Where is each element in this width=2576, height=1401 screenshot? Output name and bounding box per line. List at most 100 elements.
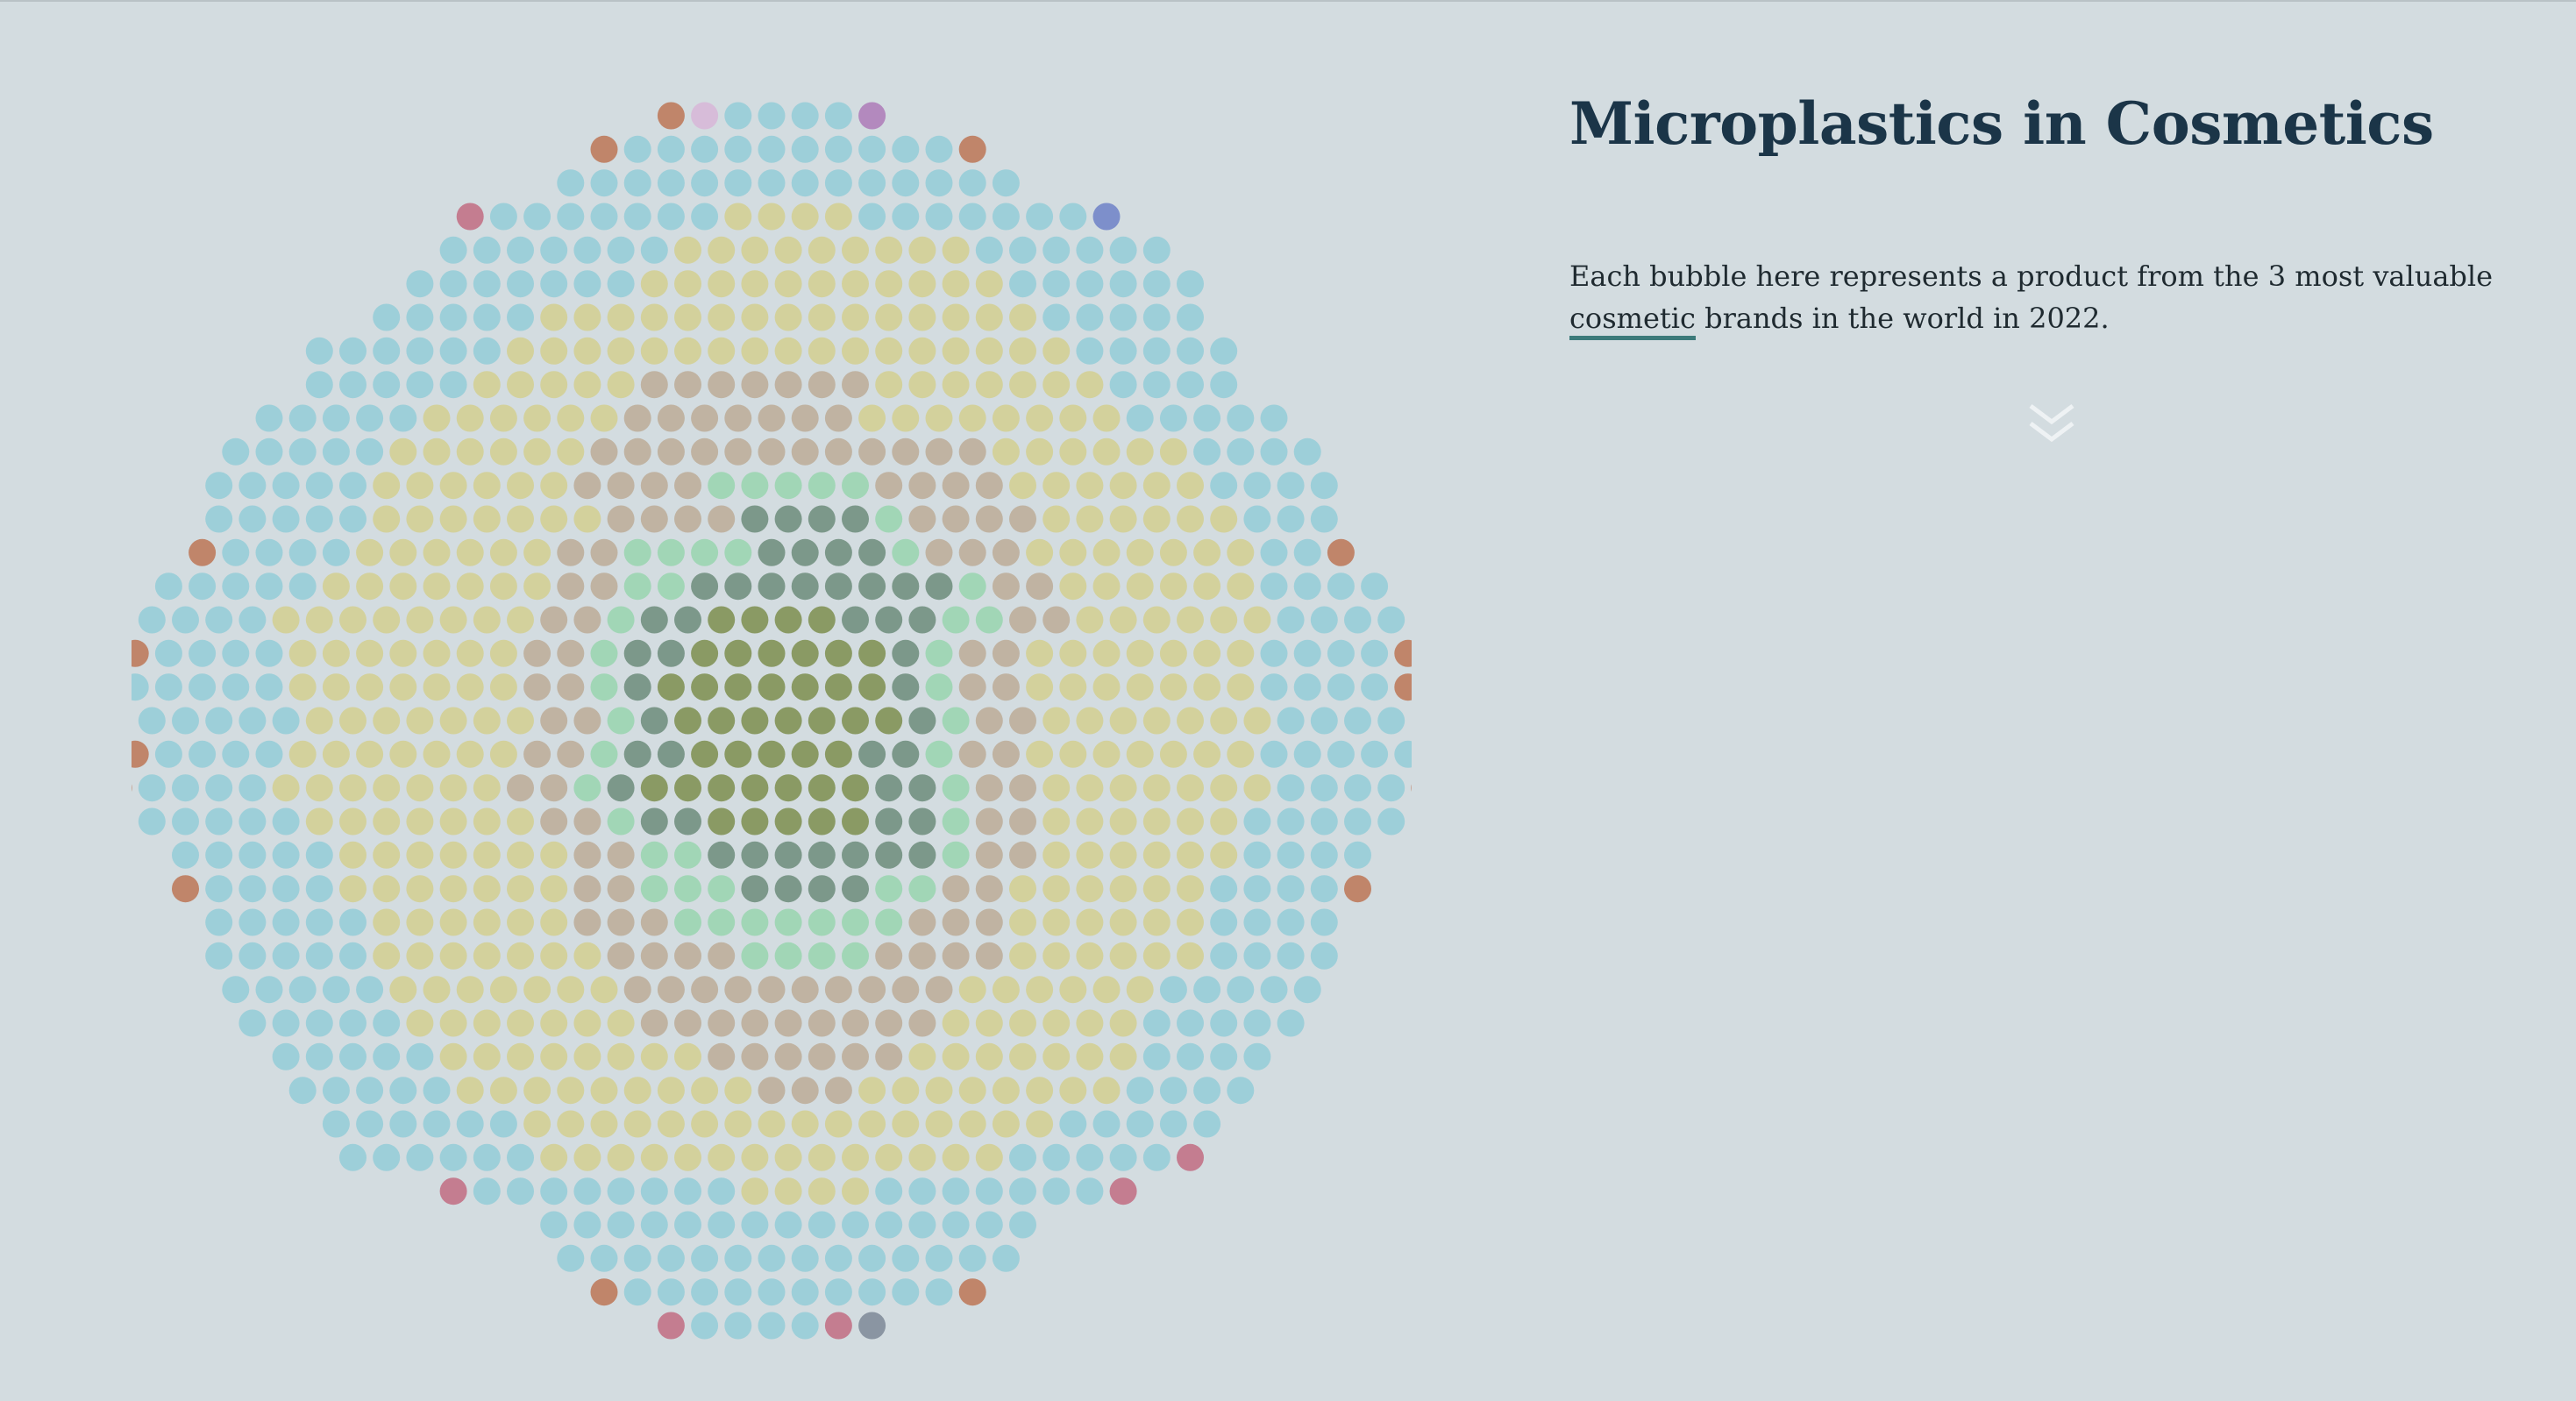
- product-bubble-light-blue[interactable]: [1059, 203, 1087, 231]
- product-bubble-rust[interactable]: [1411, 774, 1412, 801]
- product-bubble-khaki[interactable]: [473, 606, 501, 634]
- product-bubble-khaki[interactable]: [1126, 437, 1154, 466]
- product-bubble-khaki[interactable]: [322, 673, 350, 701]
- product-bubble-khaki[interactable]: [1076, 1042, 1104, 1070]
- product-bubble-light-blue[interactable]: [1243, 505, 1271, 533]
- product-bubble-khaki[interactable]: [774, 303, 802, 331]
- product-bubble-mint[interactable]: [875, 875, 903, 903]
- product-bubble-khaki[interactable]: [691, 1110, 719, 1138]
- product-bubble-khaki[interactable]: [489, 740, 517, 768]
- product-bubble-light-blue[interactable]: [288, 572, 317, 601]
- product-bubble-light-blue[interactable]: [339, 371, 366, 399]
- product-bubble-khaki[interactable]: [858, 1110, 886, 1138]
- product-bubble-taupe[interactable]: [573, 472, 601, 500]
- product-bubble-taupe[interactable]: [824, 437, 852, 466]
- product-bubble-khaki[interactable]: [473, 1009, 501, 1037]
- product-bubble-light-blue[interactable]: [205, 908, 233, 936]
- product-bubble-khaki[interactable]: [1076, 606, 1104, 634]
- product-bubble-light-blue[interactable]: [640, 1211, 668, 1239]
- product-bubble-khaki[interactable]: [808, 270, 836, 298]
- product-bubble-khaki[interactable]: [1092, 404, 1121, 432]
- product-bubble-dark-olive[interactable]: [791, 673, 819, 701]
- product-bubble-khaki[interactable]: [1059, 740, 1087, 768]
- product-bubble-light-blue[interactable]: [791, 102, 819, 130]
- product-bubble-dark-olive[interactable]: [708, 707, 736, 735]
- product-bubble-light-blue[interactable]: [1327, 639, 1355, 667]
- product-bubble-taupe[interactable]: [992, 572, 1020, 601]
- product-bubble-dark-teal[interactable]: [808, 841, 836, 869]
- product-bubble-khaki[interactable]: [1193, 572, 1221, 601]
- product-bubble-dark-teal[interactable]: [774, 875, 802, 903]
- product-bubble-khaki[interactable]: [573, 303, 601, 331]
- product-bubble-khaki[interactable]: [456, 1077, 484, 1105]
- product-bubble-khaki[interactable]: [373, 707, 401, 735]
- product-bubble-khaki[interactable]: [1109, 505, 1137, 533]
- product-bubble-khaki[interactable]: [1109, 774, 1137, 802]
- product-bubble-taupe[interactable]: [557, 639, 585, 667]
- product-bubble-dark-teal[interactable]: [674, 807, 701, 836]
- product-bubble-khaki[interactable]: [339, 807, 366, 836]
- product-bubble-taupe[interactable]: [724, 976, 752, 1004]
- product-bubble-khaki[interactable]: [1142, 908, 1171, 936]
- product-bubble-khaki[interactable]: [406, 505, 434, 533]
- product-bubble-khaki[interactable]: [305, 606, 333, 634]
- product-bubble-dark-teal[interactable]: [908, 841, 936, 869]
- product-bubble-khaki[interactable]: [1042, 337, 1071, 365]
- product-bubble-light-blue[interactable]: [1042, 236, 1071, 264]
- product-bubble-light-blue[interactable]: [473, 303, 501, 331]
- product-bubble-light-blue[interactable]: [1126, 1110, 1154, 1138]
- product-bubble-dark-teal[interactable]: [774, 841, 802, 869]
- product-bubble-taupe[interactable]: [573, 875, 601, 903]
- product-bubble-light-blue[interactable]: [892, 203, 920, 231]
- product-bubble-light-blue[interactable]: [540, 236, 568, 264]
- product-bubble-khaki[interactable]: [958, 1077, 986, 1105]
- product-bubble-khaki[interactable]: [1109, 875, 1137, 903]
- product-bubble-rose[interactable]: [657, 1312, 685, 1340]
- product-bubble-khaki[interactable]: [1109, 942, 1137, 970]
- product-bubble-mint[interactable]: [875, 505, 903, 533]
- product-bubble-light-blue[interactable]: [205, 707, 233, 735]
- product-bubble-taupe[interactable]: [674, 472, 701, 500]
- product-bubble-dark-olive[interactable]: [741, 707, 769, 735]
- product-bubble-khaki[interactable]: [842, 337, 869, 365]
- product-bubble-light-blue[interactable]: [590, 203, 618, 231]
- product-bubble-khaki[interactable]: [1210, 606, 1238, 634]
- product-bubble-khaki[interactable]: [1076, 908, 1104, 936]
- product-bubble-khaki[interactable]: [1142, 774, 1171, 802]
- product-bubble-khaki[interactable]: [1142, 942, 1171, 970]
- product-bubble-khaki[interactable]: [456, 673, 484, 701]
- product-bubble-taupe[interactable]: [808, 1009, 836, 1037]
- product-bubble-khaki[interactable]: [607, 1009, 635, 1037]
- product-bubble-light-blue[interactable]: [406, 270, 434, 298]
- product-bubble-khaki[interactable]: [540, 505, 568, 533]
- product-bubble-dark-olive[interactable]: [875, 707, 903, 735]
- product-bubble-khaki[interactable]: [741, 337, 769, 365]
- product-bubble-light-blue[interactable]: [238, 707, 267, 735]
- product-bubble-khaki[interactable]: [439, 942, 467, 970]
- product-bubble-khaki[interactable]: [473, 908, 501, 936]
- product-bubble-taupe[interactable]: [741, 1009, 769, 1037]
- product-bubble-khaki[interactable]: [1092, 437, 1121, 466]
- product-bubble-rust[interactable]: [172, 875, 199, 903]
- product-bubble-taupe[interactable]: [590, 437, 618, 466]
- product-bubble-taupe[interactable]: [623, 976, 651, 1004]
- product-bubble-khaki[interactable]: [489, 572, 517, 601]
- product-bubble-light-blue[interactable]: [222, 976, 250, 1004]
- product-bubble-khaki[interactable]: [824, 203, 852, 231]
- product-bubble-taupe[interactable]: [724, 404, 752, 432]
- product-bubble-khaki[interactable]: [691, 1077, 719, 1105]
- product-bubble-taupe[interactable]: [1009, 774, 1036, 802]
- product-bubble-khaki[interactable]: [858, 404, 886, 432]
- product-bubble-khaki[interactable]: [1210, 505, 1238, 533]
- product-bubble-light-blue[interactable]: [1227, 976, 1255, 1004]
- product-bubble-khaki[interactable]: [741, 303, 769, 331]
- product-bubble-khaki[interactable]: [540, 875, 568, 903]
- product-bubble-light-blue[interactable]: [356, 404, 384, 432]
- product-bubble-khaki[interactable]: [942, 1042, 970, 1070]
- product-bubble-khaki[interactable]: [573, 505, 601, 533]
- product-bubble-taupe[interactable]: [791, 404, 819, 432]
- product-bubble-khaki[interactable]: [523, 538, 551, 566]
- product-bubble-light-blue[interactable]: [272, 807, 300, 836]
- product-bubble-khaki[interactable]: [423, 976, 451, 1004]
- product-bubble-light-blue[interactable]: [1109, 337, 1137, 365]
